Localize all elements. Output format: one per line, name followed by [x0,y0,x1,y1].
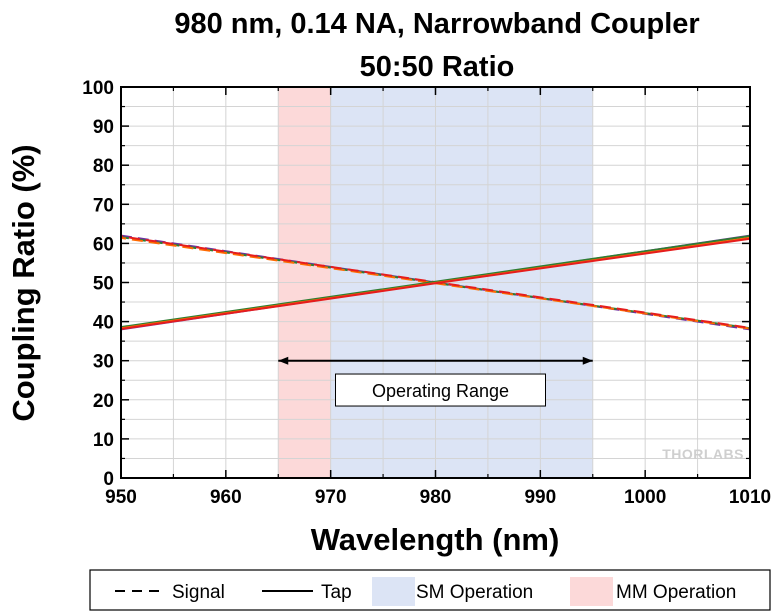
x-axis-label: Wavelength (nm) [311,522,560,557]
thorlabs-watermark: THORLABS [662,446,744,462]
legend-mm-label: MM Operation [616,582,736,603]
x-tick-label: 1010 [729,487,771,508]
x-tick-label: 1000 [624,487,666,508]
legend-tap-label: Tap [321,582,352,603]
data-series [120,234,751,331]
y-tick-label: 50 [93,274,114,295]
series-tap-7 [120,237,751,331]
y-tick-label: 40 [93,313,114,334]
legend-sm-swatch [372,577,415,606]
x-tick-label: 990 [524,487,556,508]
x-tick-label: 960 [210,487,242,508]
y-tick-label: 10 [93,430,114,451]
y-tick-label: 70 [93,195,114,216]
y-tick-label: 0 [103,469,114,490]
y-tick-label: 100 [82,78,114,99]
arrow-head-left [278,356,289,365]
y-tick-label: 60 [93,234,114,255]
legend-signal-label: Signal [172,582,225,603]
annotations: Operating Range [278,356,593,407]
x-tick-label: 950 [105,487,137,508]
chart-title-line-2: 50:50 Ratio [360,51,515,83]
grid-lines [121,87,750,478]
arrow-head-right [582,356,593,365]
y-axis-label: Coupling Ratio (%) [6,144,41,421]
y-tick-label: 80 [93,156,114,177]
chart-title-line-1: 980 nm, 0.14 NA, Narrowband Coupler [174,8,699,40]
legend-mm-swatch [570,577,613,606]
axis-ticks: 950 960 970 980 990 1000 1010 0 10 20 30 40 50 60 70 80… [82,78,771,508]
operating-range-label: Operating Range [372,381,509,401]
operating-range-box [335,373,546,407]
y-tick-label: 90 [93,117,114,138]
y-tick-label: 20 [93,391,114,412]
x-tick-label: 980 [420,487,452,508]
legend-sm-label: SM Operation [416,582,533,603]
y-tick-label: 30 [93,352,114,373]
legend: Signal Tap SM Operation MM Operation [89,569,771,611]
series-tap-5 [120,234,751,329]
x-tick-label: 970 [315,487,347,508]
legend-box [89,569,771,611]
